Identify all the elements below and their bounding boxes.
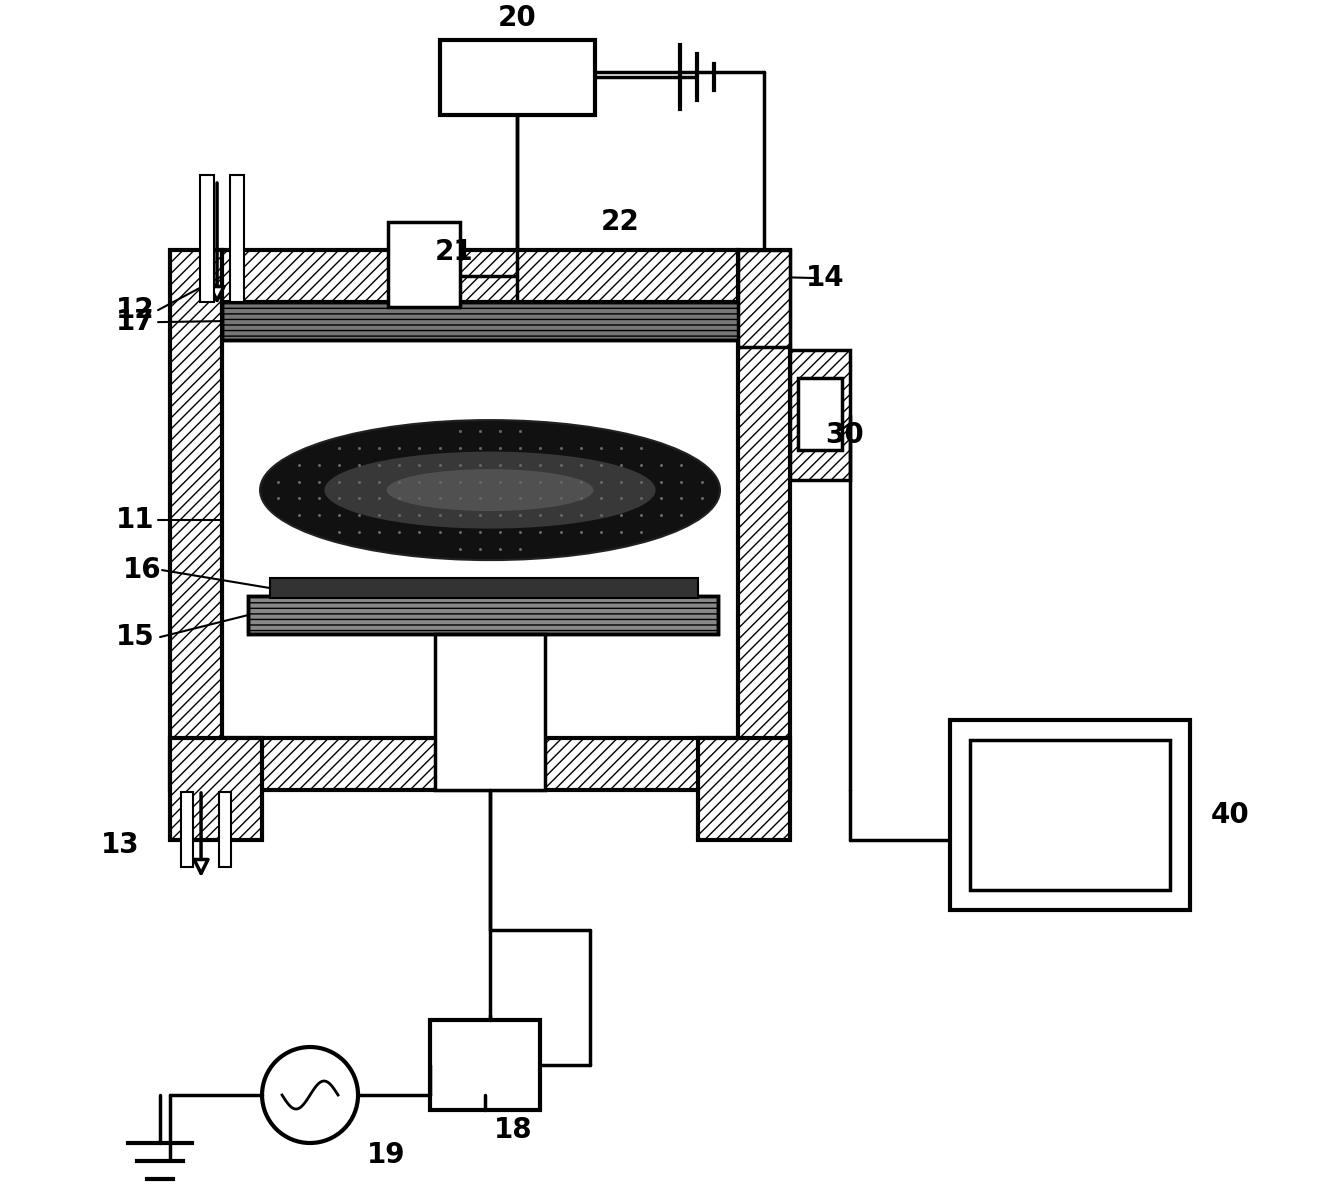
Ellipse shape [260, 420, 720, 560]
Bar [738, 250, 790, 790]
Text: 20: 20 [498, 4, 537, 32]
Text: 18: 18 [494, 1116, 533, 1145]
Bar [790, 350, 850, 480]
Bar [201, 175, 214, 303]
Bar [270, 578, 699, 598]
Bar [170, 250, 222, 790]
Text: 30: 30 [826, 422, 865, 449]
Text: 14: 14 [806, 264, 845, 292]
Bar [950, 721, 1190, 910]
Bar [219, 792, 231, 867]
Ellipse shape [324, 451, 656, 529]
Text: 21: 21 [434, 238, 473, 266]
Text: 40: 40 [1211, 802, 1250, 829]
Bar [798, 378, 842, 450]
Text: 19: 19 [367, 1141, 405, 1170]
Text: 22: 22 [600, 208, 639, 236]
Ellipse shape [386, 469, 594, 511]
Text: 17: 17 [116, 308, 154, 336]
Text: 13: 13 [101, 831, 139, 859]
Text: 15: 15 [116, 623, 154, 651]
Bar [181, 792, 193, 867]
Bar [222, 250, 738, 303]
Bar [222, 738, 738, 790]
Bar [969, 740, 1170, 890]
Bar [230, 175, 244, 303]
Text: 16: 16 [122, 556, 162, 584]
Bar [170, 738, 262, 840]
Bar [440, 40, 595, 116]
Bar [699, 738, 790, 840]
Bar [430, 1019, 540, 1110]
Text: 11: 11 [116, 506, 154, 534]
Bar [738, 250, 790, 347]
Bar [248, 596, 718, 634]
Bar [436, 634, 544, 790]
Bar [222, 303, 742, 341]
Bar [248, 596, 718, 634]
Text: 12: 12 [116, 297, 154, 324]
Bar [222, 303, 742, 341]
Bar [388, 222, 459, 307]
